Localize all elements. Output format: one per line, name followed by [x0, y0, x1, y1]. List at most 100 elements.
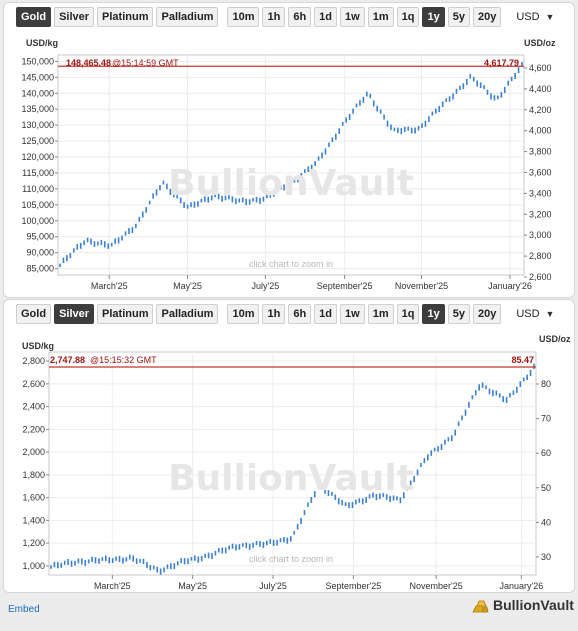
gold-range-button-1q[interactable]: 1q — [396, 7, 420, 27]
silver-range-button-20y[interactable]: 20y — [472, 304, 502, 324]
gold-range-button-20y[interactable]: 20y — [472, 7, 502, 27]
gold-timestamp-label: @15:14:59 GMT — [112, 58, 179, 68]
gold-y-left-tick-label: 115,000 — [22, 168, 54, 178]
gold-range-button-1m[interactable]: 1m — [367, 7, 394, 27]
gold-range-button-5y[interactable]: 5y — [447, 7, 470, 27]
gold-x-tick-label: November'25 — [395, 281, 448, 291]
gold-range-button-1h[interactable]: 1h — [262, 7, 286, 27]
silver-y-right-tick-label: 40 — [541, 517, 551, 527]
gold-y-right-tick-label: 2,600 — [529, 272, 552, 282]
silver-x-tick-label: January'26 — [500, 581, 544, 591]
silver-y-right-tick-label: 50 — [541, 483, 551, 493]
gold-y-left-tick-label: 105,000 — [21, 200, 54, 210]
gold-y-left-tick-label: 130,000 — [21, 120, 54, 130]
silver-range-button-1m[interactable]: 1m — [367, 304, 394, 324]
gold-y-left-tick-label: 135,000 — [21, 104, 54, 114]
gold-right-unit: USD/oz — [524, 38, 556, 48]
silver-left-price-label: 2,747.88 — [50, 355, 85, 365]
silver-left-unit: USD/kg — [22, 341, 54, 351]
gold-currency-select[interactable]: USD ▼ — [512, 8, 558, 26]
gold-y-right-tick-label: 2,800 — [529, 251, 552, 261]
gold-range-button-6h[interactable]: 6h — [288, 7, 312, 27]
silver-range-button-6h[interactable]: 6h — [288, 304, 312, 324]
gold-range-button-10m[interactable]: 10m — [227, 7, 260, 27]
silver-y-left-tick-label: 2,400 — [22, 402, 45, 412]
silver-y-left-tick-label: 2,600 — [22, 379, 45, 389]
chevron-down-icon: ▼ — [545, 309, 555, 319]
gold-metal-button-platinum[interactable]: Platinum — [97, 7, 154, 27]
logo-text: BullionVault — [493, 597, 574, 613]
silver-range-button-1y[interactable]: 1y — [422, 304, 445, 324]
silver-currency-select[interactable]: USD ▼ — [512, 305, 558, 323]
gold-y-left-tick-label: 90,000 — [26, 248, 54, 258]
silver-range-button-5y[interactable]: 5y — [447, 304, 470, 324]
gold-y-left-tick-label: 95,000 — [26, 232, 54, 242]
gold-y-right-tick-label: 4,400 — [529, 84, 552, 94]
silver-range-button-1d[interactable]: 1d — [314, 304, 338, 324]
silver-range-button-1w[interactable]: 1w — [340, 304, 365, 324]
gold-y-left-tick-label: 100,000 — [21, 216, 54, 226]
gold-y-right-tick-label: 3,400 — [529, 188, 552, 198]
silver-y-left-tick-label: 2,000 — [22, 447, 45, 457]
silver-y-left-tick-label: 1,600 — [22, 493, 45, 503]
silver-range-button-10m[interactable]: 10m — [227, 304, 260, 324]
gold-y-right-tick-label: 3,800 — [529, 147, 552, 157]
silver-right-unit: USD/oz — [539, 334, 571, 344]
silver-y-left-tick-label: 1,000 — [22, 561, 45, 571]
silver-y-right-tick-label: 80 — [541, 379, 551, 389]
silver-x-tick-label: November'25 — [410, 581, 463, 591]
gold-watermark: BullionVault — [168, 163, 414, 204]
silver-metal-button-platinum[interactable]: Platinum — [97, 304, 154, 324]
silver-x-tick-label: March'25 — [94, 581, 131, 591]
chevron-down-icon: ▼ — [545, 12, 555, 22]
gold-range-button-1y[interactable]: 1y — [422, 7, 445, 27]
gold-range-button-1w[interactable]: 1w — [340, 7, 365, 27]
silver-timestamp-label: @15:15:32 GMT — [90, 355, 157, 365]
gold-bars-icon — [471, 596, 489, 614]
gold-zoom-hint: click chart to zoom in — [249, 259, 333, 269]
gold-chart-panel: 85,000 90,000 95,000 100,000 105,000 110,000 1… — [3, 2, 575, 298]
gold-y-right-tick-label: 4,200 — [529, 105, 552, 115]
bullionvault-logo[interactable]: BullionVault — [471, 594, 574, 616]
silver-chart-panel: 1,000 1,200 1,400 1,600 1,800 2,000 2,200 2,400… — [3, 299, 575, 593]
silver-metal-button-gold[interactable]: Gold — [16, 304, 52, 324]
gold-y-left-tick-label: 125,000 — [21, 136, 54, 146]
silver-y-left-tick-label: 2,200 — [22, 424, 45, 434]
gold-y-right-tick-label: 3,600 — [529, 168, 552, 178]
silver-y-left-tick-label: 2,800 — [22, 356, 45, 366]
silver-currency-value: USD — [516, 308, 540, 320]
gold-range-button-1d[interactable]: 1d — [314, 7, 338, 27]
gold-y-right-tick-label: 3,000 — [529, 230, 552, 240]
silver-plot-border — [48, 351, 537, 576]
silver-y-left-tick-label: 1,800 — [22, 470, 45, 480]
silver-y-right-tick-label: 70 — [541, 414, 551, 424]
silver-range-button-1q[interactable]: 1q — [396, 304, 420, 324]
gold-metal-button-silver[interactable]: Silver — [54, 7, 95, 27]
gold-y-left-tick-label: 85,000 — [26, 264, 54, 274]
gold-chart[interactable]: 85,000 90,000 95,000 100,000 105,000 110,000 1… — [4, 3, 576, 299]
silver-right-price-label: 85.47 — [511, 355, 534, 365]
gold-y-right-tick-label: 4,000 — [529, 126, 552, 136]
gold-plot-border — [57, 54, 525, 276]
silver-plot-area: 1,000 1,200 1,400 1,600 1,800 2,000 2,200 2,400… — [22, 351, 551, 591]
gold-metal-button-gold[interactable]: Gold — [16, 7, 52, 27]
silver-range-button-1h[interactable]: 1h — [262, 304, 286, 324]
gold-metal-button-palladium[interactable]: Palladium — [156, 7, 219, 27]
gold-x-tick-label: May'25 — [173, 281, 202, 291]
silver-y-right-tick-label: 30 — [541, 552, 551, 562]
gold-x-tick-label: September'25 — [317, 281, 373, 291]
gold-left-price-label: 148,465.48 — [66, 58, 111, 68]
gold-y-left-tick-label: 120,000 — [21, 152, 54, 162]
gold-y-right-tick-label: 4,600 — [529, 63, 552, 73]
gold-toolbar: Gold Silver Platinum Palladium 10m 1h 6h… — [16, 7, 558, 27]
silver-toolbar: Gold Silver Platinum Palladium 10m 1h 6h… — [16, 304, 558, 324]
gold-x-tick-label: March'25 — [91, 281, 128, 291]
embed-link[interactable]: Embed — [8, 604, 40, 615]
silver-chart[interactable]: 1,000 1,200 1,400 1,600 1,800 2,000 2,200 2,400… — [4, 300, 576, 594]
silver-metal-button-silver[interactable]: Silver — [54, 304, 95, 324]
silver-metal-button-palladium[interactable]: Palladium — [156, 304, 219, 324]
silver-x-tick-label: July'25 — [259, 581, 287, 591]
gold-y-left-tick-label: 110,000 — [22, 184, 54, 194]
gold-y-left-tick-label: 145,000 — [21, 72, 54, 82]
gold-y-left-tick-label: 140,000 — [21, 88, 54, 98]
